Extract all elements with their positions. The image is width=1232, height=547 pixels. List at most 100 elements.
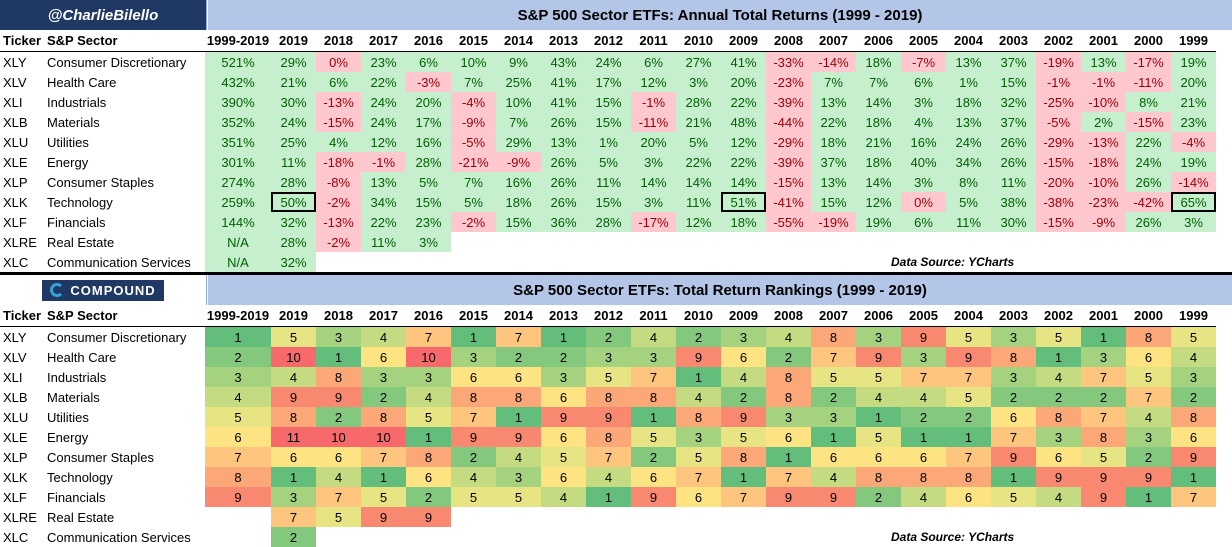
return-cell: -38% bbox=[1036, 192, 1081, 212]
return-cell: -42% bbox=[1126, 192, 1171, 212]
year-header: 2008 bbox=[766, 30, 811, 52]
rank-cell: 4 bbox=[316, 467, 361, 487]
sector-cell: Consumer Discretionary bbox=[47, 51, 205, 72]
rank-cell: 4 bbox=[361, 326, 406, 347]
sector-cell: Health Care bbox=[47, 72, 205, 92]
rank-cell: 6 bbox=[541, 427, 586, 447]
rank-cell bbox=[451, 507, 496, 527]
returns-title: S&P 500 Sector ETFs: Annual Total Return… bbox=[207, 0, 1232, 30]
rank-cell: 2 bbox=[901, 407, 946, 427]
sector-cell: Consumer Discretionary bbox=[47, 326, 205, 347]
rank-cell: 8 bbox=[1081, 427, 1126, 447]
return-cell: 18% bbox=[856, 51, 901, 72]
return-cell: 24% bbox=[361, 112, 406, 132]
rank-cell: Data Source: YCharts bbox=[891, 527, 1014, 547]
return-cell: 12% bbox=[721, 132, 766, 152]
rank-cell: 6 bbox=[766, 427, 811, 447]
year-header: 2012 bbox=[586, 305, 631, 327]
rank-cell: 7 bbox=[1126, 387, 1171, 407]
rank-cell: 1 bbox=[1171, 467, 1216, 487]
rankings-panel: COMPOUND S&P 500 Sector ETFs: Total Retu… bbox=[0, 275, 1232, 547]
return-cell: 15% bbox=[406, 192, 451, 212]
rank-cell: 1 bbox=[1036, 347, 1081, 367]
return-cell: -1% bbox=[361, 152, 406, 172]
return-cell: -19% bbox=[1036, 51, 1081, 72]
return-cell: -15% bbox=[316, 112, 361, 132]
rank-cell: 1 bbox=[991, 467, 1036, 487]
rank-cell: 2 bbox=[496, 347, 541, 367]
rank-cell: 3 bbox=[991, 367, 1036, 387]
rank-cell: 3 bbox=[496, 467, 541, 487]
return-cell: 24% bbox=[361, 92, 406, 112]
return-cell: -13% bbox=[1081, 132, 1126, 152]
table-row: XLY Consumer Discretionary 1 5 3 4 7 1 7 1 2 4 2 3 4 8 3… bbox=[0, 326, 1216, 347]
return-cell: -55% bbox=[766, 212, 811, 232]
year-header: 2016 bbox=[406, 30, 451, 52]
rank-cell: 6 bbox=[205, 427, 271, 447]
rank-cell: 4 bbox=[496, 447, 541, 467]
return-cell: 29% bbox=[496, 132, 541, 152]
return-cell: 15% bbox=[496, 212, 541, 232]
return-cell: -14% bbox=[811, 51, 856, 72]
return-cell: 25% bbox=[496, 72, 541, 92]
panel-divider bbox=[0, 272, 1232, 275]
return-cell: -5% bbox=[1036, 112, 1081, 132]
year-header: 2005 bbox=[901, 30, 946, 52]
return-cell: 17% bbox=[406, 112, 451, 132]
rank-cell: 8 bbox=[631, 387, 676, 407]
return-cell: 24% bbox=[271, 112, 316, 132]
rank-cell: 6 bbox=[1171, 427, 1216, 447]
return-cell: 20% bbox=[406, 92, 451, 112]
return-cell: -10% bbox=[1081, 92, 1126, 112]
return-cell: 38% bbox=[991, 192, 1036, 212]
rank-cell: 8 bbox=[496, 387, 541, 407]
ticker-header: Ticker bbox=[0, 30, 47, 52]
rank-cell: 1 bbox=[856, 407, 901, 427]
return-cell: -25% bbox=[1036, 92, 1081, 112]
rank-cell: 4 bbox=[901, 387, 946, 407]
rank-cell: 7 bbox=[901, 367, 946, 387]
table-row: XLC Communication Services 2 Data Source: Y… bbox=[0, 527, 1216, 547]
rank-cell: 4 bbox=[271, 367, 316, 387]
rank-cell: 6 bbox=[991, 407, 1036, 427]
rank-cell: 4 bbox=[1171, 347, 1216, 367]
rank-cell bbox=[946, 507, 991, 527]
year-header: 2004 bbox=[946, 305, 991, 327]
return-cell: 22% bbox=[676, 152, 721, 172]
year-header: 2002 bbox=[1036, 305, 1081, 327]
rank-cell: 6 bbox=[631, 467, 676, 487]
rank-cell: 8 bbox=[676, 407, 721, 427]
return-cell: 12% bbox=[856, 192, 901, 212]
return-cell: 22% bbox=[811, 112, 856, 132]
return-cell: 25% bbox=[271, 132, 316, 152]
return-cell: 14% bbox=[856, 92, 901, 112]
rankings-title-bar: COMPOUND S&P 500 Sector ETFs: Total Retu… bbox=[0, 275, 1232, 305]
rank-cell bbox=[1171, 507, 1216, 527]
rank-cell: 7 bbox=[361, 447, 406, 467]
year-header: 1999 bbox=[1171, 305, 1216, 327]
year-header: 2008 bbox=[766, 305, 811, 327]
rank-cell: 6 bbox=[271, 447, 316, 467]
sector-cell: Utilities bbox=[47, 407, 205, 427]
return-cell: 1% bbox=[946, 72, 991, 92]
return-cell: -39% bbox=[766, 152, 811, 172]
rank-cell: 7 bbox=[631, 367, 676, 387]
return-cell: 7% bbox=[496, 112, 541, 132]
rank-cell: 10 bbox=[316, 427, 361, 447]
rank-cell bbox=[316, 527, 361, 547]
return-cell: 29% bbox=[271, 51, 316, 72]
rank-cell: 9 bbox=[451, 427, 496, 447]
return-cell: 6% bbox=[901, 212, 946, 232]
rank-cell: 5 bbox=[496, 487, 541, 507]
year-header: 2002 bbox=[1036, 30, 1081, 52]
return-cell: 37% bbox=[991, 51, 1036, 72]
return-cell: 26% bbox=[991, 132, 1036, 152]
return-cell: 8% bbox=[1126, 92, 1171, 112]
return-cell: 40% bbox=[901, 152, 946, 172]
ticker-cell: XLB bbox=[0, 387, 47, 407]
ticker-cell: XLF bbox=[0, 487, 47, 507]
year-header: 2018 bbox=[316, 30, 361, 52]
rank-cell: 9 bbox=[586, 407, 631, 427]
return-cell: -14% bbox=[1171, 172, 1216, 192]
ticker-cell: XLK bbox=[0, 192, 47, 212]
